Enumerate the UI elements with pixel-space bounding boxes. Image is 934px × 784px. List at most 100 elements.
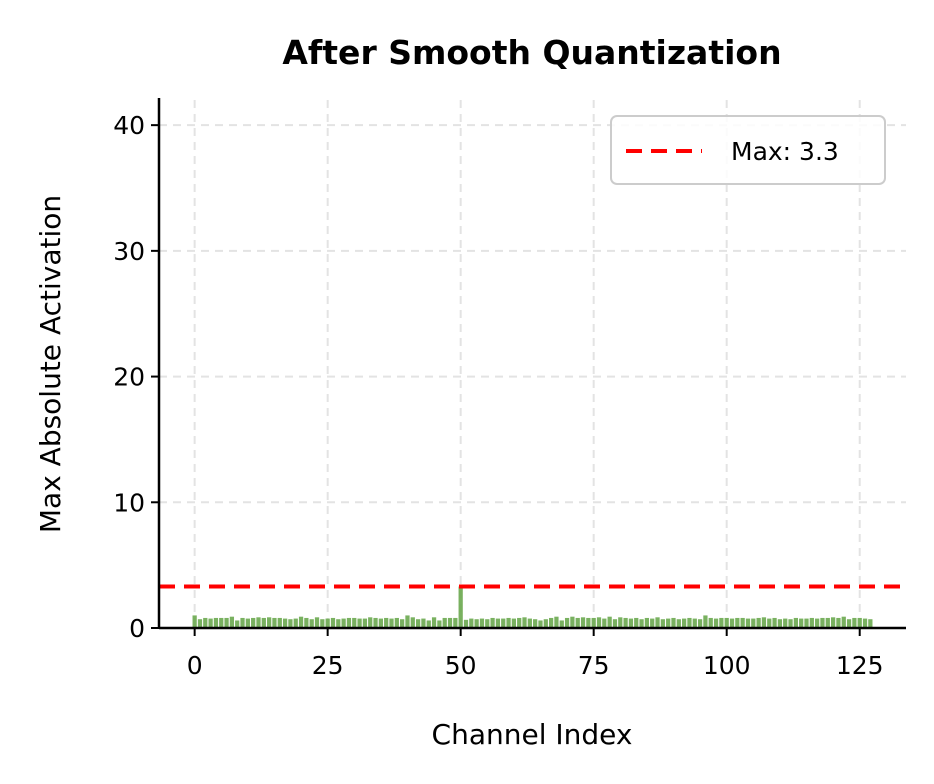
bar (251, 617, 256, 628)
bar (591, 617, 596, 628)
bar (474, 619, 479, 628)
bar (788, 619, 793, 628)
bar (197, 619, 203, 628)
bar (378, 618, 383, 628)
bar (703, 615, 708, 628)
bar (469, 618, 474, 628)
bar (777, 619, 783, 628)
bar (511, 618, 517, 628)
bar (288, 619, 293, 628)
bar (825, 617, 830, 628)
bar (713, 618, 719, 628)
x-tick-label: 125 (836, 651, 884, 680)
bar (596, 617, 602, 628)
bar (453, 617, 458, 628)
bar (267, 617, 272, 628)
bar (277, 617, 282, 628)
bar (517, 617, 522, 628)
bar (400, 619, 405, 628)
bar (868, 619, 873, 628)
bar (623, 617, 628, 628)
bar (628, 618, 634, 628)
bar (219, 617, 224, 628)
bar (458, 586, 463, 628)
bar (671, 617, 676, 628)
bar (682, 618, 687, 628)
bar (634, 617, 639, 628)
bar (783, 618, 788, 628)
bar (261, 617, 266, 628)
y-axis-label: Max Absolute Activation (34, 195, 67, 533)
y-tick-label: 40 (113, 111, 145, 140)
x-axis-ticks: 0 25 50 75 100 125 (187, 628, 884, 680)
bar (793, 617, 798, 628)
bar (612, 619, 618, 628)
bar (384, 617, 389, 628)
bar (846, 619, 852, 628)
bar (655, 617, 660, 628)
bar (426, 620, 431, 628)
bar (229, 616, 235, 628)
bar (357, 618, 362, 628)
bar (639, 619, 644, 628)
bar (304, 617, 309, 628)
x-axis-label: Channel Index (432, 718, 633, 751)
bar (447, 617, 453, 628)
bar (724, 617, 729, 628)
bar (506, 617, 511, 628)
axes (157, 98, 906, 630)
bar (389, 618, 394, 628)
bar (697, 619, 703, 628)
bar (644, 617, 650, 628)
legend-label: Max: 3.3 (731, 137, 839, 166)
bar (282, 618, 288, 628)
bar (394, 617, 399, 628)
bar (431, 617, 437, 628)
bar (830, 617, 836, 628)
bar (533, 619, 538, 628)
bar (650, 618, 655, 628)
bar (809, 617, 814, 628)
bar (298, 616, 304, 628)
y-tick-label: 20 (113, 363, 145, 392)
bar (719, 617, 724, 628)
bar (570, 616, 575, 628)
bar (203, 617, 208, 628)
bar (368, 617, 373, 628)
bar (415, 619, 421, 628)
bar (527, 618, 532, 628)
bar (463, 619, 469, 628)
bar (208, 618, 213, 628)
bar (862, 618, 868, 628)
bar (245, 618, 250, 628)
bar (804, 618, 809, 628)
bar (708, 617, 713, 628)
bar (857, 617, 862, 628)
bar (548, 617, 554, 628)
x-tick-label: 0 (187, 651, 203, 680)
bar (490, 617, 495, 628)
bar (256, 617, 261, 628)
bar (272, 617, 277, 628)
bar (309, 619, 314, 628)
bar (405, 615, 410, 628)
bar (495, 618, 501, 628)
x-tick-label: 50 (445, 651, 477, 680)
bar (799, 618, 804, 628)
x-tick-label: 75 (578, 651, 610, 680)
bar (543, 619, 548, 628)
bar (341, 618, 346, 628)
bar (336, 619, 341, 628)
legend: Max: 3.3 (610, 115, 886, 185)
bar (735, 617, 740, 628)
y-tick-label: 30 (113, 237, 145, 266)
y-tick-label: 10 (113, 488, 145, 517)
bar (772, 617, 777, 628)
bar (346, 617, 352, 628)
bar (564, 617, 570, 628)
bar (352, 617, 357, 628)
bar (485, 619, 490, 628)
bar-series (192, 586, 873, 628)
bar (852, 617, 857, 628)
x-tick-label: 25 (312, 651, 344, 680)
